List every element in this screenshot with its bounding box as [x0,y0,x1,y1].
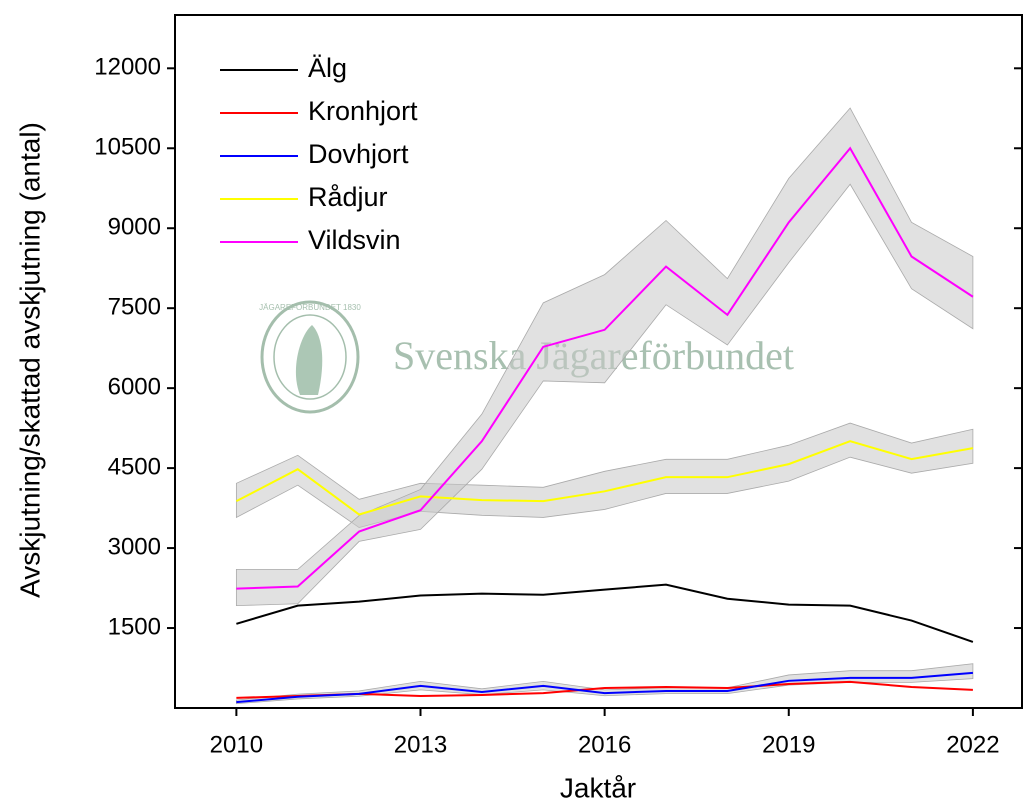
confidence-band [235,422,974,528]
x-axis-label: Jaktår [560,772,636,803]
y-axis-label: Avskjutning/skattad avskjutning (antal) [14,122,45,598]
legend-label: Vildsvin [308,225,401,255]
x-tick-label: 2019 [762,731,815,758]
watermark-logo: JÄGAREFÖRBUNDET 1830 [259,300,361,414]
x-tick-label: 2010 [210,731,263,758]
x-tick-label: 2022 [946,731,999,758]
series-line [236,146,974,590]
logo-text: JÄGAREFÖRBUNDET 1830 [259,303,361,312]
series-line [236,583,974,643]
confidence-band [235,663,974,705]
x-tick-label: 2013 [394,731,447,758]
legend-label: Rådjur [308,182,388,212]
series-line [235,440,974,516]
y-tick-label: 7500 [108,294,161,321]
legend-label: Älg [308,53,347,83]
y-tick-label: 1500 [108,613,161,640]
y-tick-label: 12000 [94,54,161,81]
y-tick-label: 4500 [108,453,161,480]
x-tick-label: 2016 [578,731,631,758]
legend-label: Dovhjort [308,139,409,169]
y-tick-label: 9000 [108,214,161,241]
legend-label: Kronhjort [308,96,418,126]
confidence-band [235,107,974,607]
series-line [236,671,973,704]
y-tick-label: 10500 [94,134,161,161]
y-tick-label: 3000 [108,533,161,560]
y-tick-label: 6000 [108,373,161,400]
plot-frame [174,14,1023,709]
